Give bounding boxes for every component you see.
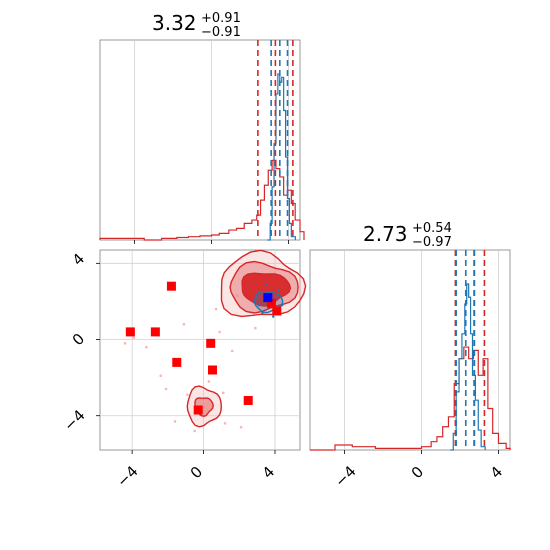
br-xtick-label: 0 [408, 463, 427, 482]
bottom-left-frame [99, 249, 301, 451]
bl-ytick-label: −4 [60, 406, 88, 434]
blue-sample-point [257, 304, 261, 307]
sample-point [239, 425, 243, 429]
blue-sample-point [280, 304, 284, 307]
red-histogram-line [310, 346, 511, 451]
sample-point [214, 307, 218, 311]
sample-point [173, 420, 177, 423]
bottom-right-title-value: 2.73 [363, 222, 408, 246]
top-left-title-upper: +0.91 [201, 11, 241, 26]
bottom-left-x-ticks: −4 0 4 [113, 462, 278, 490]
blue-marker [263, 293, 273, 303]
bottom-left-grid [96, 250, 300, 454]
red-marker [166, 281, 176, 291]
bottom-right-title-lower: −0.97 [412, 235, 452, 250]
red-marker [208, 365, 217, 375]
blue-histogram-line [450, 283, 486, 451]
top-left-frame [99, 39, 301, 241]
red-histogram-line [99, 159, 305, 241]
red-marker [172, 357, 182, 367]
top-left-panel: 3.32 +0.91 −0.91 [99, 11, 305, 244]
blue-sample-point [261, 311, 264, 315]
bottom-right-title-upper: +0.54 [412, 221, 452, 236]
blue-sample-point [272, 315, 275, 318]
sample-point [193, 429, 196, 433]
sample-point [221, 391, 225, 395]
bl-xtick-label: −4 [113, 462, 141, 490]
sample-point [132, 336, 136, 339]
red-marker [125, 327, 135, 337]
red-marker [266, 298, 276, 308]
top-left-histogram [99, 40, 305, 241]
br-xtick-label: 4 [487, 463, 506, 482]
bottom-right-histogram [310, 250, 511, 451]
sample-point [254, 326, 257, 330]
sample-point [186, 393, 189, 397]
top-left-grid [134, 40, 289, 244]
blue-sample-point [255, 296, 259, 299]
top-left-title-lower: −0.91 [201, 25, 241, 40]
blue-histogram-line [267, 73, 296, 241]
bottom-right-title: 2.73 +0.54 −0.97 [363, 221, 452, 250]
sample-point [159, 374, 163, 378]
br-xtick-label: −4 [331, 462, 359, 490]
red-marker [193, 405, 203, 415]
bottom-right-panel: 2.73 +0.54 −0.97 −4 0 4 [309, 221, 511, 491]
bottom-right-frame [309, 249, 511, 451]
bl-xtick-label: 4 [259, 463, 278, 482]
bottom-left-panel: −4 0 4 4 0 −4 [60, 249, 307, 491]
red-marker [150, 327, 160, 337]
sample-point [164, 387, 168, 391]
red-marker [206, 338, 216, 348]
sample-point [207, 380, 211, 383]
sample-point [230, 349, 234, 353]
blue-sample-point [264, 283, 268, 286]
bottom-right-grid [344, 250, 499, 454]
top-left-title: 3.32 +0.91 −0.91 [152, 11, 241, 40]
bl-ytick-label: 4 [69, 250, 88, 269]
red-marker [272, 306, 282, 316]
sample-point [182, 322, 186, 326]
bottom-left-scatter [123, 249, 307, 433]
bl-xtick-label: 0 [187, 463, 206, 482]
sample-point [123, 342, 127, 345]
bottom-left-y-ticks: 4 0 −4 [60, 250, 88, 435]
bl-ytick-label: 0 [69, 330, 88, 349]
bottom-right-x-ticks: −4 0 4 [331, 462, 506, 490]
top-left-title-value: 3.32 [152, 11, 197, 35]
sample-point [223, 422, 227, 425]
sample-point [145, 345, 148, 349]
red-marker [243, 395, 253, 405]
sample-point [218, 330, 221, 334]
blue-sample-point [277, 288, 280, 292]
